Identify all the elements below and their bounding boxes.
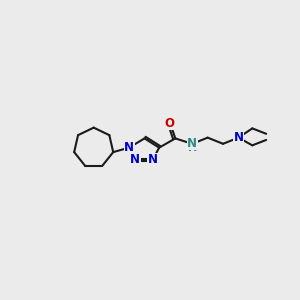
Text: N: N <box>124 141 134 154</box>
Text: N: N <box>233 131 244 144</box>
Text: O: O <box>164 116 174 130</box>
Text: N: N <box>187 136 197 149</box>
Text: N: N <box>148 154 158 166</box>
Text: H: H <box>188 143 197 153</box>
Text: N: N <box>130 154 140 166</box>
